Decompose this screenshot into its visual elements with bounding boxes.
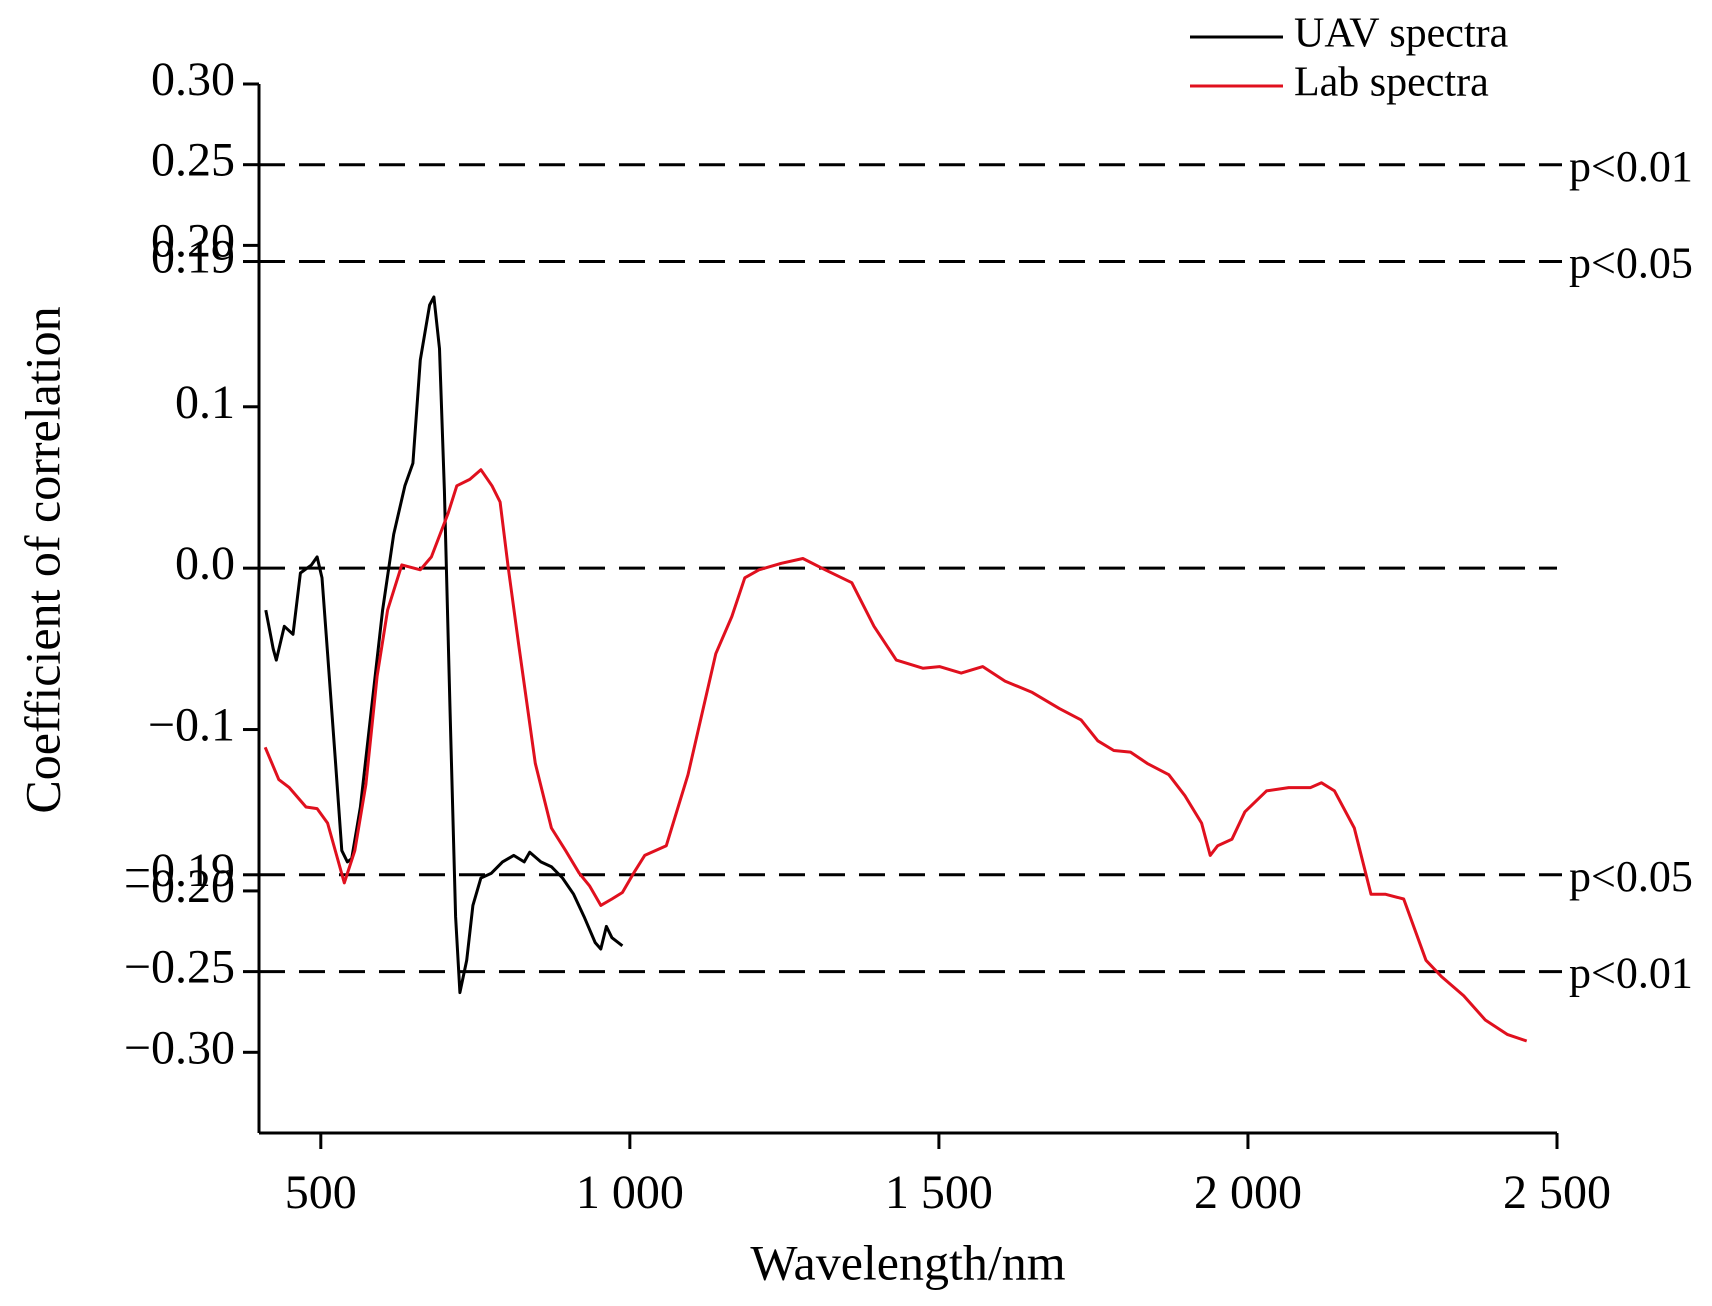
y-tick-label: 0.25 [151,134,235,187]
x-tick-label: 2 000 [1194,1166,1302,1219]
x-tick-label: 1 500 [885,1166,993,1219]
y-tick-label: 0.20 [151,214,235,267]
legend-label: UAV spectra [1294,11,1509,57]
y-tick-label: 0.30 [151,53,235,106]
series-line [263,468,1528,1043]
y-tick-label: 0.19 [151,231,235,284]
y-axis-title: Coefficient of correlation [14,306,70,813]
y-tick-label: −0.30 [124,1021,235,1074]
y-tick-label: −0.1 [148,699,235,752]
y-tick-label: −0.20 [124,860,235,913]
y-tick-label: 0.1 [175,376,235,429]
legend-label: Lab spectra [1294,60,1489,106]
reference-label: p<0.01 [1569,949,1693,998]
y-tick-label: −0.19 [124,844,235,897]
x-tick-label: 1 000 [576,1166,684,1219]
reference-label: p<0.05 [1569,239,1693,288]
reference-label: p<0.01 [1569,142,1693,191]
x-axis-title: Wavelength/nm [750,1234,1065,1290]
x-tick-label: 2 500 [1503,1166,1611,1219]
y-tick-label: 0.0 [175,537,235,590]
series-line [264,295,624,995]
x-tick-label: 500 [285,1166,357,1219]
reference-label: p<0.05 [1569,852,1693,901]
y-tick-label: −0.25 [124,941,235,994]
